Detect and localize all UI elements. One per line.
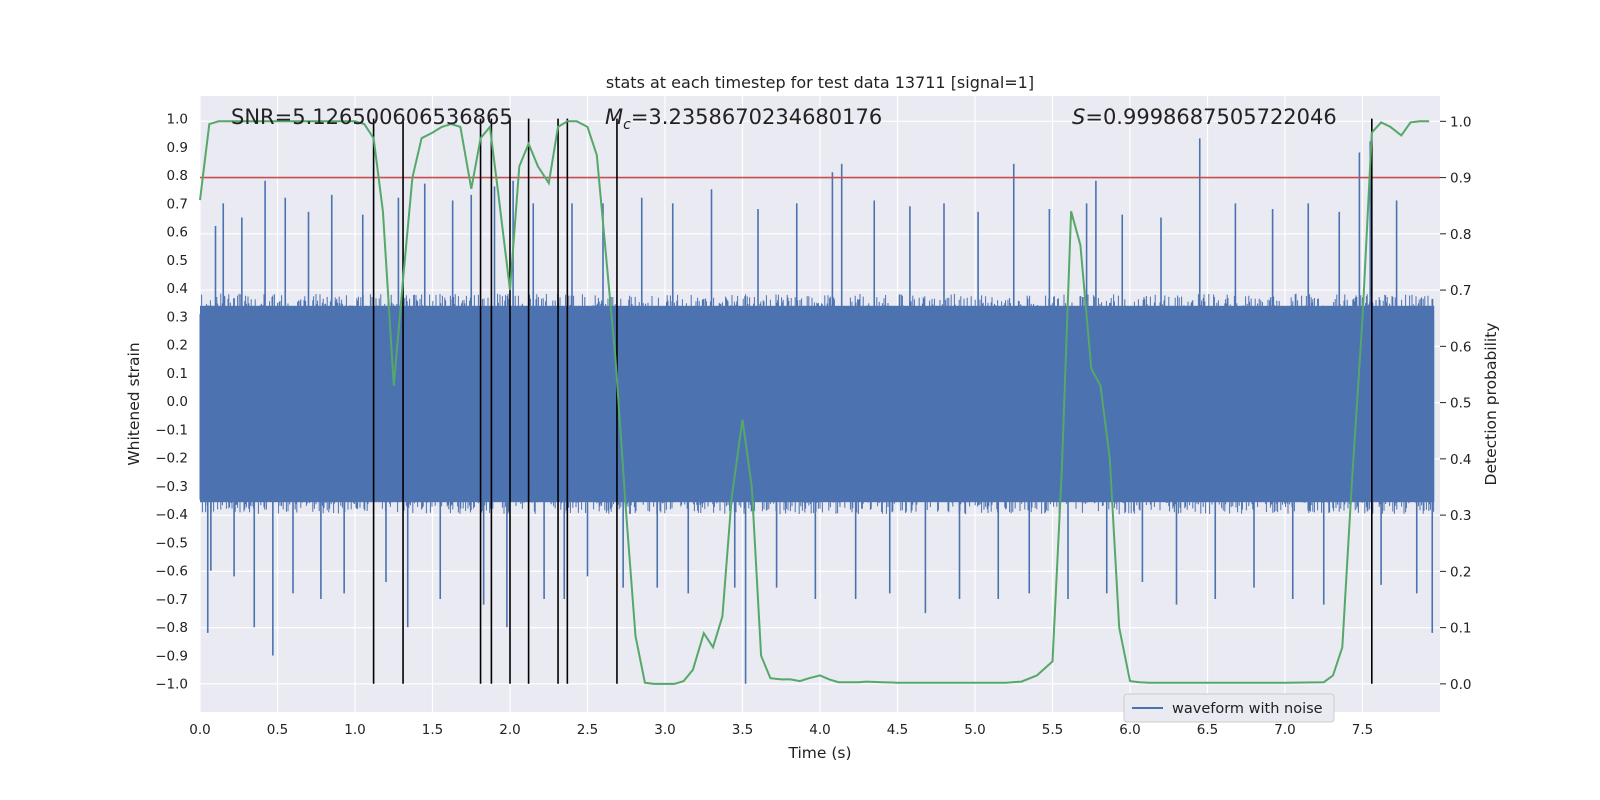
y-tick-label: 0.9	[167, 140, 188, 156]
y-tick-label: −0.5	[155, 535, 188, 551]
chirp-mass-subscript: c	[623, 117, 631, 133]
y-right-tick-label: 0.7	[1450, 283, 1471, 299]
y-axis-label: Whitened strain	[125, 342, 143, 465]
x-tick-label: 5.0	[964, 722, 985, 738]
y-right-tick-label: 0.3	[1450, 508, 1471, 524]
y-tick-label: 0.1	[167, 366, 188, 382]
y-right-tick-label: 0.4	[1450, 452, 1471, 468]
y-tick-label: −0.1	[155, 422, 188, 438]
x-tick-label: 1.5	[422, 722, 443, 738]
y-right-tick-label: 0.2	[1450, 564, 1471, 580]
y-tick-label: 0.2	[167, 338, 188, 354]
chirp-mass-annotation: Mc=3.2358670234680176	[605, 105, 882, 133]
y-tick-label: −0.9	[155, 648, 188, 664]
x-tick-label: 7.0	[1274, 722, 1295, 738]
chart-title: stats at each timestep for test data 137…	[606, 73, 1034, 92]
legend: waveform with noise	[1123, 693, 1335, 723]
y-tick-label: −0.4	[155, 507, 188, 523]
y-tick-label: 1.0	[167, 112, 188, 128]
x-tick-label: 5.5	[1042, 722, 1063, 738]
y-tick-label: 0.0	[167, 394, 188, 410]
y-tick-label: 0.4	[167, 281, 188, 297]
x-tick-label: 7.5	[1352, 722, 1373, 738]
s-value: =0.9998687505722046	[1085, 105, 1336, 129]
detection-markers	[372, 118, 1373, 684]
y-right-tick-label: 0.6	[1450, 339, 1471, 355]
y-tick-label: −0.7	[155, 592, 188, 608]
y-right-tick-label: 0.5	[1450, 396, 1471, 412]
snr-annotation: SNR=5.126500606536865	[231, 105, 513, 129]
detection-probability-line	[199, 120, 1430, 685]
x-tick-label: 6.0	[1119, 722, 1140, 738]
y-tick-label: 0.3	[167, 309, 188, 325]
legend-box	[1123, 693, 1335, 723]
y-right-axis-ticks: 0.0 0.1 0.2 0.3 0.4 0.5 0.6 0.7 0.8 0.9 1.0	[1440, 114, 1471, 693]
y-tick-label: 0.6	[167, 225, 188, 241]
x-tick-label: 4.5	[887, 722, 908, 738]
x-tick-label: 0.5	[267, 722, 288, 738]
x-tick-label: 2.0	[499, 722, 520, 738]
y-tick-label: −1.0	[155, 677, 188, 693]
y-right-tick-label: 0.8	[1450, 227, 1471, 243]
y-right-tick-label: 0.9	[1450, 171, 1471, 187]
x-axis-label: Time (s)	[787, 744, 851, 762]
x-tick-label: 4.0	[809, 722, 830, 738]
x-tick-label: 3.0	[654, 722, 675, 738]
x-tick-label: 6.5	[1197, 722, 1218, 738]
detection-probability-series	[199, 120, 1430, 685]
y-tick-label: 0.5	[167, 253, 188, 269]
y-right-axis-label: Detection probability	[1482, 323, 1500, 486]
y-right-tick-label: 1.0	[1450, 114, 1471, 130]
y-tick-label: −0.3	[155, 479, 188, 495]
x-tick-label: 1.0	[344, 722, 365, 738]
x-axis-ticks: 0.0 0.5 1.0 1.5 2.0 2.5 3.0 3.5 4.0 4.5 5.0 5.5 6.0 6…	[189, 722, 1373, 738]
waveform-with-noise-series	[199, 138, 1435, 684]
x-tick-label: 2.5	[577, 722, 598, 738]
waveform-noise-trace	[199, 293, 1435, 515]
legend-label-waveform: waveform with noise	[1172, 701, 1323, 717]
chirp-mass-symbol: M	[605, 105, 623, 129]
y-tick-label: −0.2	[155, 451, 188, 467]
x-tick-label: 3.5	[732, 722, 753, 738]
s-symbol: S	[1072, 105, 1085, 129]
y-tick-label: 0.8	[167, 168, 188, 184]
chirp-mass-value: =3.2358670234680176	[631, 105, 882, 129]
snr-statistic-annotation: S=0.9998687505722046	[1072, 105, 1337, 129]
y-right-tick-label: 0.1	[1450, 621, 1471, 637]
x-tick-label: 0.0	[189, 722, 210, 738]
y-right-tick-label: 0.0	[1450, 677, 1471, 693]
y-axis-ticks: −1.0 −0.9 −0.8 −0.7 −0.6 −0.5 −0.4 −0.3 −0.2 −0.1…	[155, 112, 188, 693]
y-tick-label: 0.7	[167, 196, 188, 212]
y-tick-label: −0.6	[155, 564, 188, 580]
y-tick-label: −0.8	[155, 620, 188, 636]
